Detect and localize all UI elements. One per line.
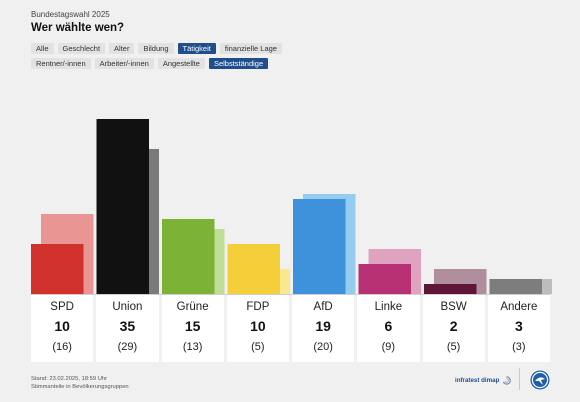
footer-note: Stand: 23.02.2025, 18:59 Uhr Stimmanteil… [31,375,129,391]
party-label: AfD [313,301,333,313]
party-card-bsw: BSW 2 (5) [422,295,485,362]
party-previous: (16) [52,341,72,353]
party-previous: (3) [512,341,526,353]
party-value: 19 [315,318,331,334]
party-label: Andere [500,301,538,313]
bar-current-bsw [424,284,477,294]
party-previous: (9) [381,341,396,353]
footer-description: Stimmanteile in Bevölkerungsgruppen [31,384,129,390]
party-card-andere: Andere 3 (3) [487,295,550,362]
party-label: FDP [246,301,270,313]
party-card-linke: Linke 6 (9) [357,295,420,362]
party-value: 10 [54,318,70,334]
bar-current-linke [358,264,411,294]
bar-current-spd [31,244,84,294]
filter-chip-rentner[interactable]: Rentner/-innen [31,58,91,69]
filter-chip-geschlecht[interactable]: Geschlecht [57,43,106,54]
footer-timestamp: Stand: 23.02.2025, 18:59 Uhr [31,376,108,382]
filter-chip-angestellte[interactable]: Angestellte [157,58,205,69]
filter-chip-bildung[interactable]: Bildung [138,43,174,54]
chart-baseline [31,294,550,295]
party-label: Linke [374,301,403,313]
bar-current-union [96,119,149,294]
party-value: 3 [514,318,523,334]
filter-chip-arbeiter[interactable]: Arbeiter/-innen [94,58,154,69]
footer-divider [519,368,520,390]
party-value: 6 [384,318,393,334]
party-card-gruene: Grüne 15 (13) [161,295,224,362]
bar-current-grüne [162,219,215,294]
party-label: Union [112,301,143,313]
filter-chip-alter[interactable]: Alter [109,43,135,54]
bar-current-andere [489,279,542,294]
tagesschau-logo-icon [530,370,550,390]
brand-label: infratest dimap [455,377,500,384]
filter-row-categories: Alle Geschlecht Alter Bildung Tätigkeit … [31,43,282,54]
bar-current-fdp [227,244,280,294]
party-label: SPD [50,301,74,313]
overline: Bundestagswahl 2025 [31,10,110,19]
infratest-dimap-brand: infratest dimap [455,376,512,385]
party-previous: (29) [117,341,138,353]
party-card-fdp: FDP 10 (5) [226,295,289,362]
party-value: 15 [184,318,201,334]
party-value: 2 [449,318,458,334]
result-cards: SPD 10 (16) Union 35 (29) Grüne 15 (13) … [31,295,550,362]
filter-row-subcategories: Rentner/-innen Arbeiter/-innen Angestell… [31,58,269,69]
party-card-afd: AfD 19 (20) [292,295,355,362]
page-title: Wer wählte wen? [31,22,125,34]
party-value: 10 [250,318,266,334]
party-previous: (5) [251,341,265,353]
party-card-spd: SPD 10 (16) [31,295,94,362]
party-previous: (5) [446,341,461,353]
party-card-union: Union 35 (29) [96,295,159,362]
filter-chip-finanzielle-lage[interactable]: finanzielle Lage [219,43,282,54]
party-previous: (20) [313,341,333,353]
party-previous: (13) [182,341,203,353]
filter-chip-taetigkeit[interactable]: Tätigkeit [177,43,216,54]
party-label: Grüne [176,301,209,313]
filter-chip-alle[interactable]: Alle [31,43,54,54]
brand-swirl-icon [503,376,512,385]
bar-current-afd [293,199,346,294]
filter-chip-selbststaendige[interactable]: Selbstständige [208,58,269,69]
party-value: 35 [119,318,136,334]
party-label: BSW [440,301,467,313]
